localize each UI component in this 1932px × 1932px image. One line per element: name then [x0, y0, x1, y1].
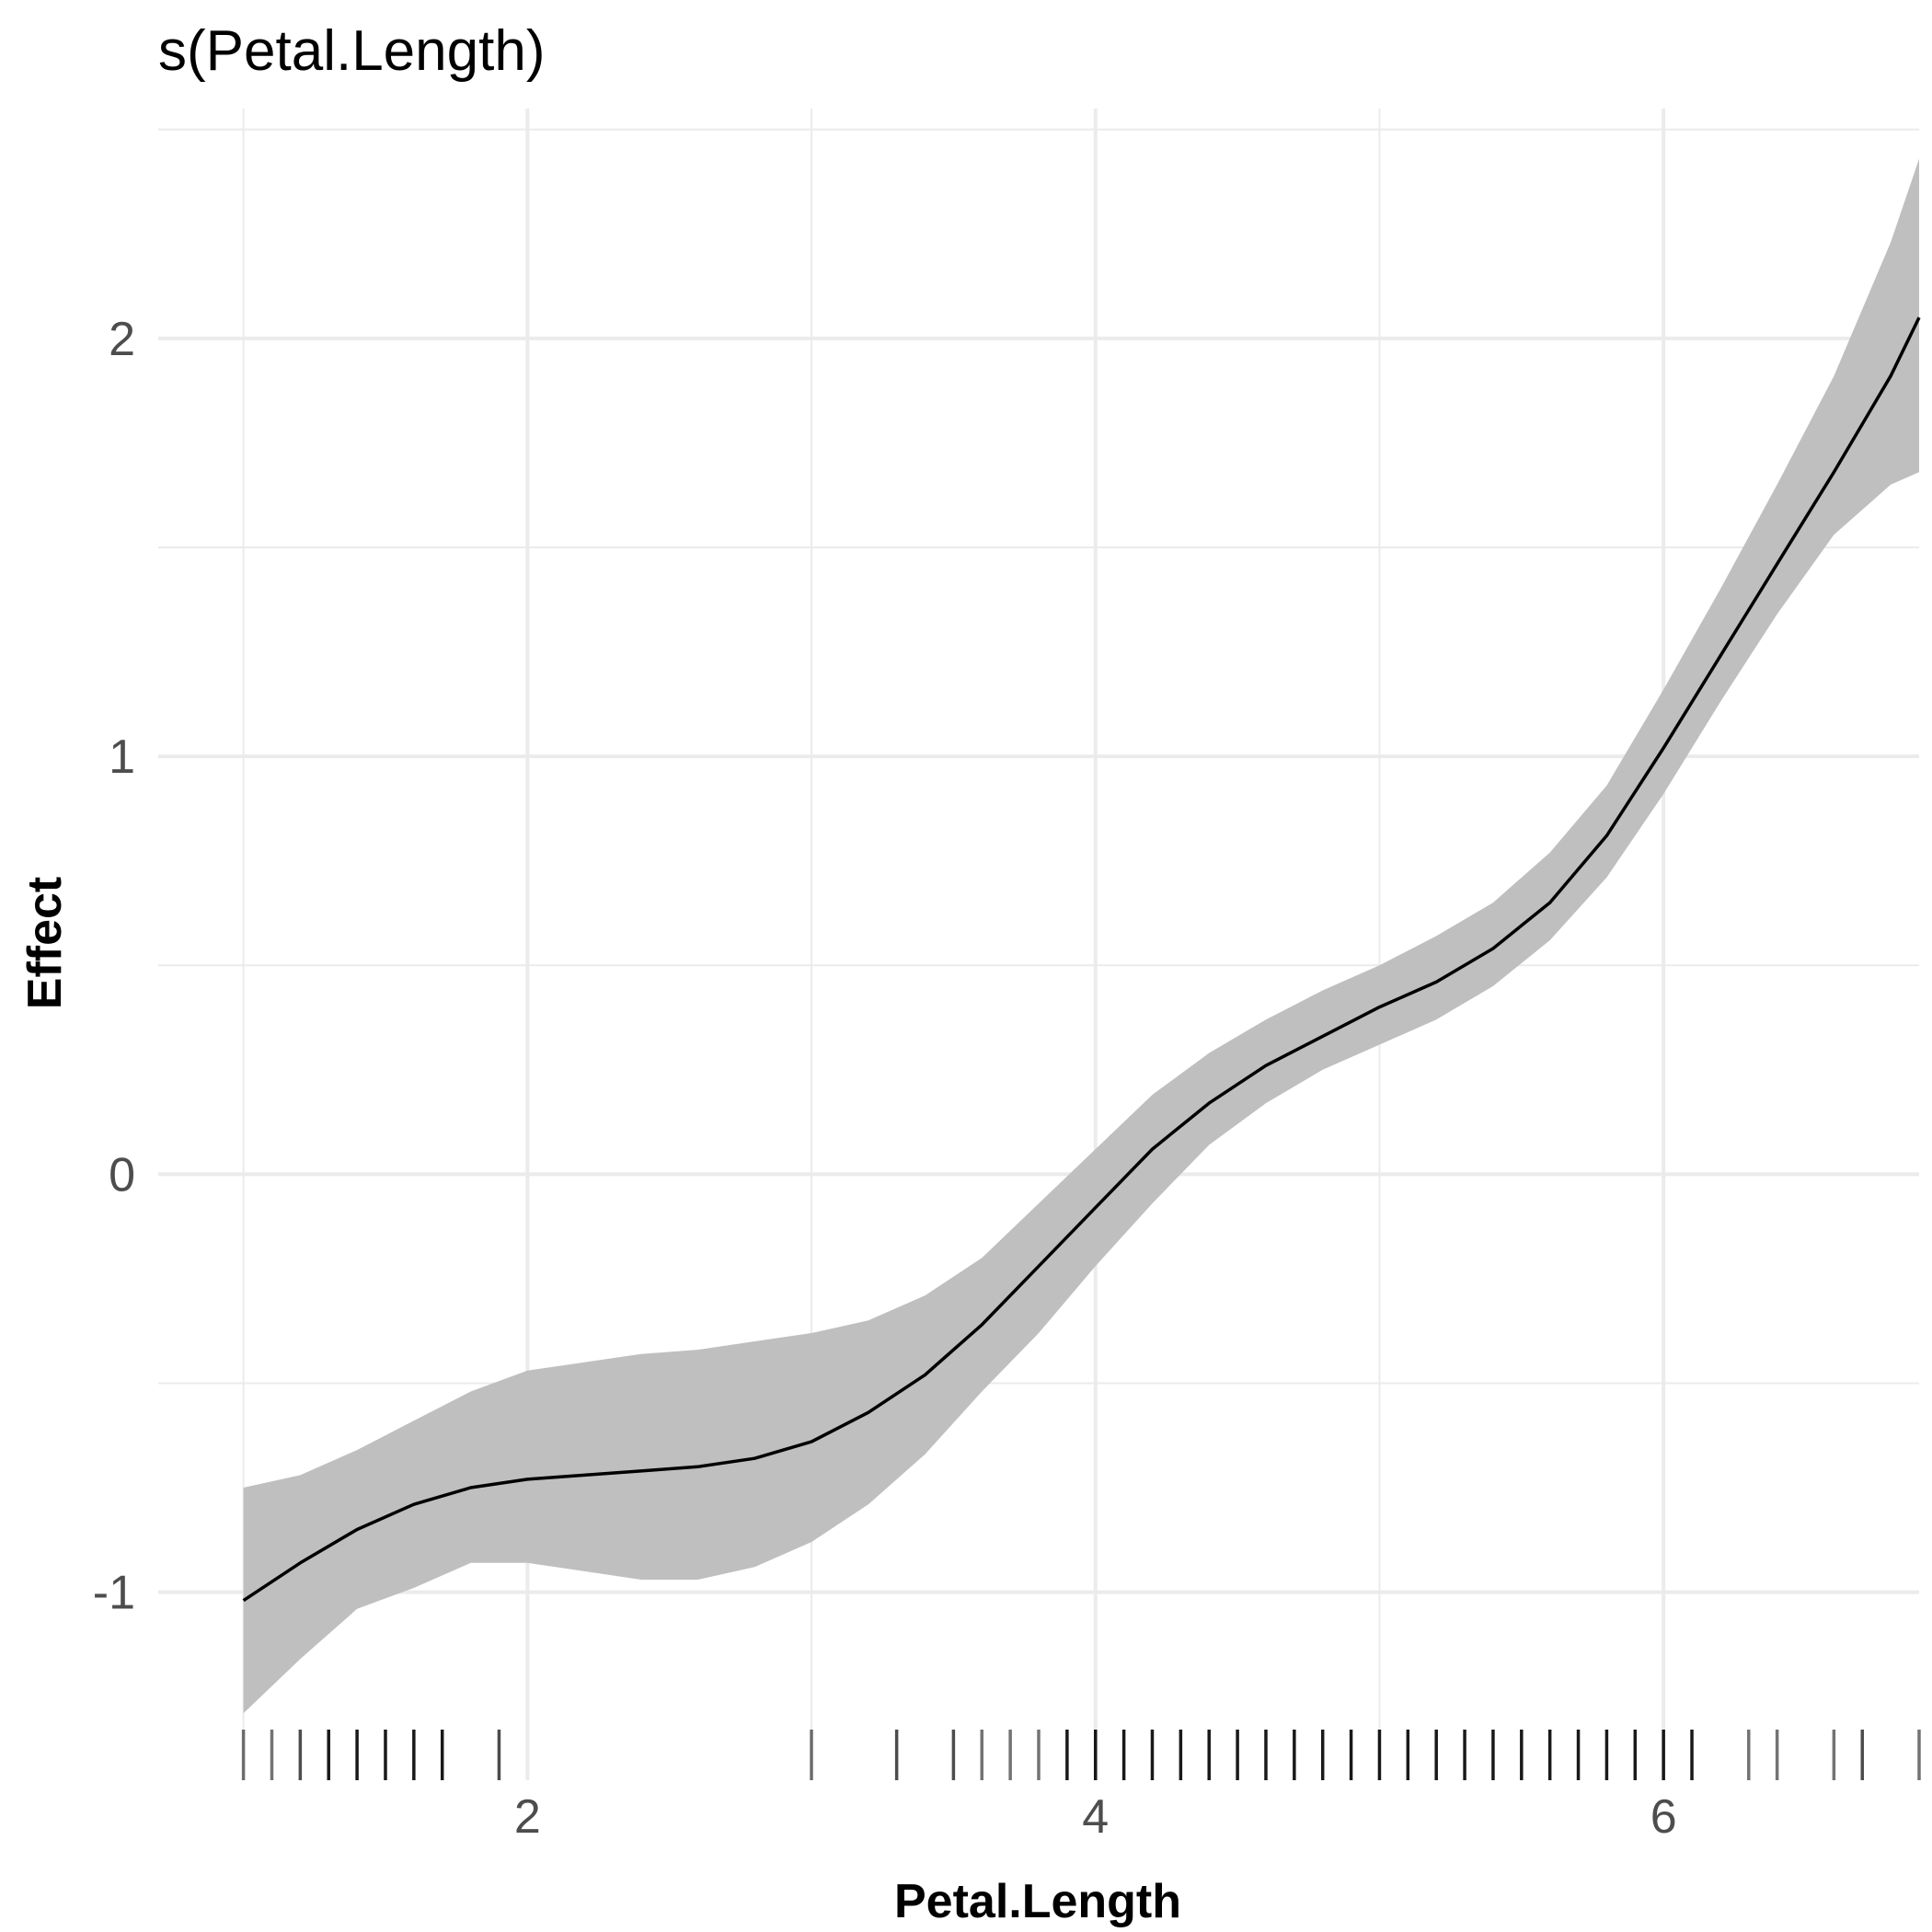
y-axis-title: Effect: [18, 877, 72, 1009]
y-axis-ticks: -1 0 1 2: [93, 313, 135, 1620]
chart-title: s(Petal.Length): [158, 19, 545, 83]
x-tick-label: 6: [1650, 1790, 1677, 1844]
effect-line: [242, 316, 1921, 1603]
rug: [241, 1730, 1921, 1780]
y-tick-label: -1: [93, 1567, 135, 1620]
confidence-band: [243, 158, 1920, 1714]
x-axis-ticks: 2 4 6: [514, 1790, 1677, 1844]
y-tick-label: 2: [109, 313, 135, 366]
x-tick-label: 4: [1082, 1790, 1109, 1844]
confidence-band-area: [243, 158, 1920, 1714]
y-tick-label: 1: [109, 730, 135, 784]
y-tick-label: 0: [109, 1148, 135, 1202]
effect-line-path: [242, 316, 1921, 1603]
x-axis-title: Petal.Length: [894, 1875, 1181, 1928]
x-tick-label: 2: [514, 1790, 541, 1844]
